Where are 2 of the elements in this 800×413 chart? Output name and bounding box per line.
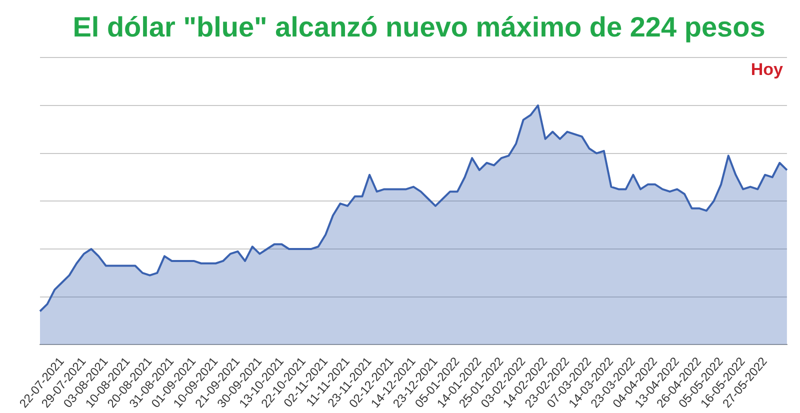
text: Hoy: [750, 60, 784, 79]
chart-title: El dólar "blue" alcanzó nuevo máximo de 224 pesos: [72, 12, 766, 43]
